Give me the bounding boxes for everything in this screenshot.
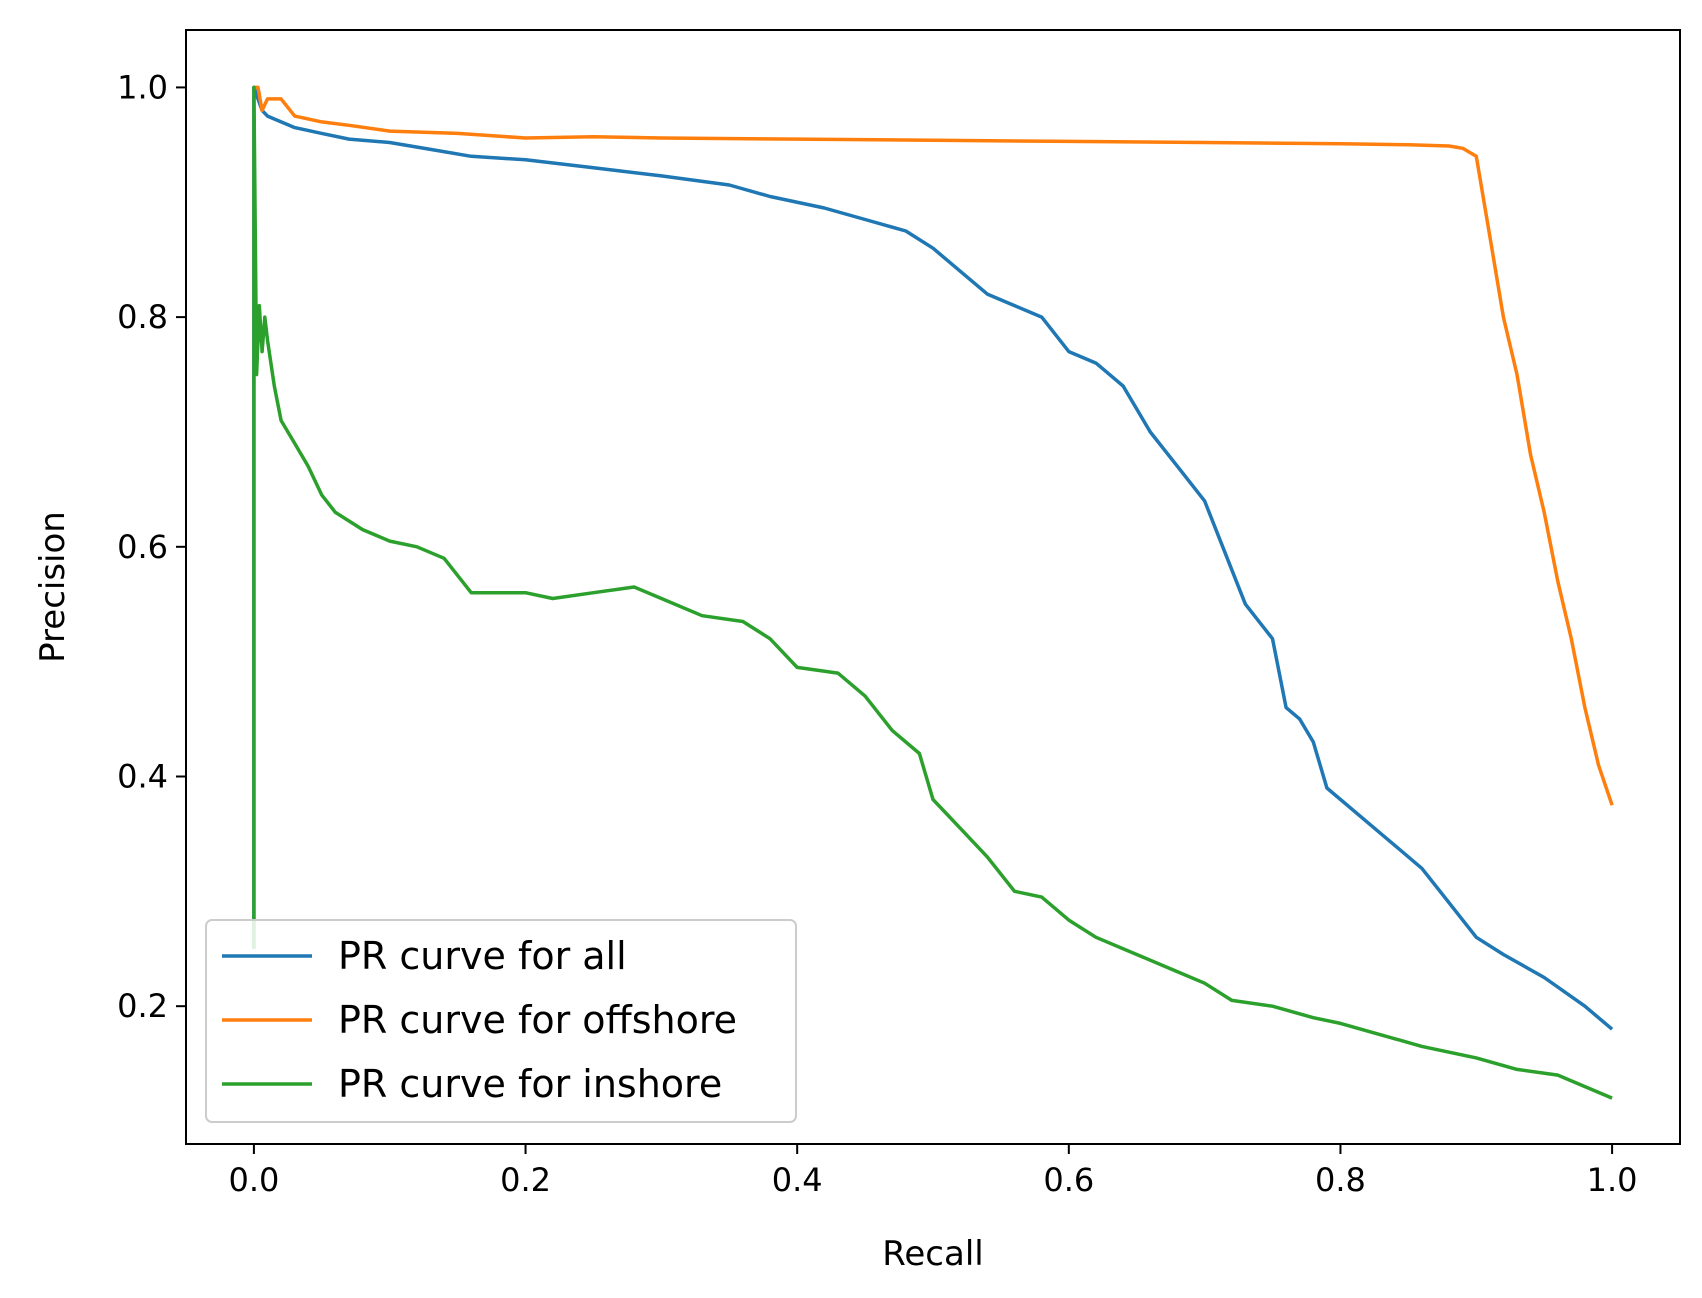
series-line-0 <box>252 85 1614 1031</box>
y-axis-label: Precision <box>33 511 73 663</box>
x-tick-label: 0.0 <box>228 1161 279 1199</box>
legend-entry-0: PR curve for all <box>338 934 627 978</box>
y-tick-label: 0.4 <box>117 757 168 795</box>
y-tick-label: 0.6 <box>117 528 168 566</box>
legend-entry-2: PR curve for inshore <box>338 1062 722 1106</box>
series-line-1 <box>253 85 1614 806</box>
legend-box <box>205 919 797 1123</box>
x-tick-label: 0.4 <box>772 1161 823 1199</box>
plot-frame <box>185 29 1681 1145</box>
x-tick-label: 1.0 <box>1587 1161 1638 1199</box>
y-tick-label: 0.2 <box>117 987 168 1025</box>
legend: PR curve for all PR curve for offshore PR … <box>205 919 797 1123</box>
x-tick-label: 0.6 <box>1043 1161 1094 1199</box>
y-tick-label: 1.0 <box>117 68 168 106</box>
x-tick-label: 0.2 <box>500 1161 551 1199</box>
series-layer <box>252 85 1614 1100</box>
legend-entry-1: PR curve for offshore <box>338 998 737 1042</box>
y-tick-label: 0.8 <box>117 298 168 336</box>
series-line-2 <box>252 85 1613 1100</box>
x-tick-label: 0.8 <box>1315 1161 1366 1199</box>
x-axis-label: Recall <box>882 1234 983 1274</box>
tick-layer: 0.0 0.2 0.4 0.6 0.8 1.0 0.2 0.4 0.6 0.8 1.0 <box>117 68 1637 1199</box>
